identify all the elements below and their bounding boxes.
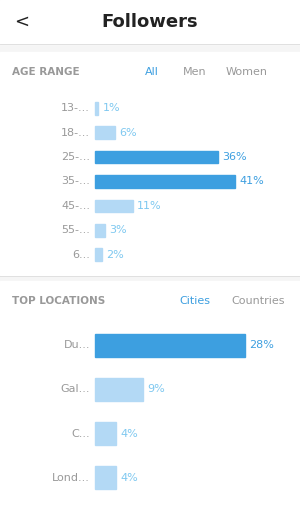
Text: Lond...: Lond... [52,473,90,483]
Text: 6...: 6... [72,250,90,260]
Text: Women: Women [226,67,268,77]
Text: 13-...: 13-... [61,103,90,113]
Text: AGE RANGE: AGE RANGE [12,67,80,77]
Text: Followers: Followers [102,13,198,31]
Bar [0,0,300,44]
Text: 55-...: 55-... [61,226,90,235]
Bar [95,248,102,261]
Bar [95,151,218,164]
Bar [95,466,116,489]
Text: C...: C... [71,429,90,438]
Bar [95,102,98,115]
Text: All: All [145,67,159,77]
Text: 11%: 11% [136,201,161,211]
Text: Gal...: Gal... [61,385,90,394]
Bar [95,334,245,357]
Text: 18-...: 18-... [61,128,90,138]
Bar [95,126,116,139]
Text: Countries: Countries [231,296,285,306]
Text: TOP LOCATIONS: TOP LOCATIONS [12,296,105,306]
Text: 25-...: 25-... [61,152,90,162]
Text: 36%: 36% [222,152,247,162]
Bar [95,422,116,445]
Text: 4%: 4% [120,429,138,438]
Bar [95,200,133,212]
Text: 1%: 1% [102,103,120,113]
Bar [95,175,235,188]
Text: 9%: 9% [147,385,165,394]
Text: Men: Men [183,67,207,77]
Bar [0,281,300,508]
Text: <: < [14,13,29,31]
Text: Cities: Cities [179,296,211,306]
Text: 35-...: 35-... [61,176,90,186]
Text: 4%: 4% [120,473,138,483]
Bar [0,52,300,275]
Text: 6%: 6% [119,128,137,138]
Text: 41%: 41% [239,176,264,186]
Text: Du...: Du... [64,340,90,350]
Bar [95,224,105,237]
Text: 28%: 28% [249,340,274,350]
Text: 3%: 3% [109,226,127,235]
Text: 2%: 2% [106,250,124,260]
Text: 45-...: 45-... [61,201,90,211]
Bar [95,378,143,401]
